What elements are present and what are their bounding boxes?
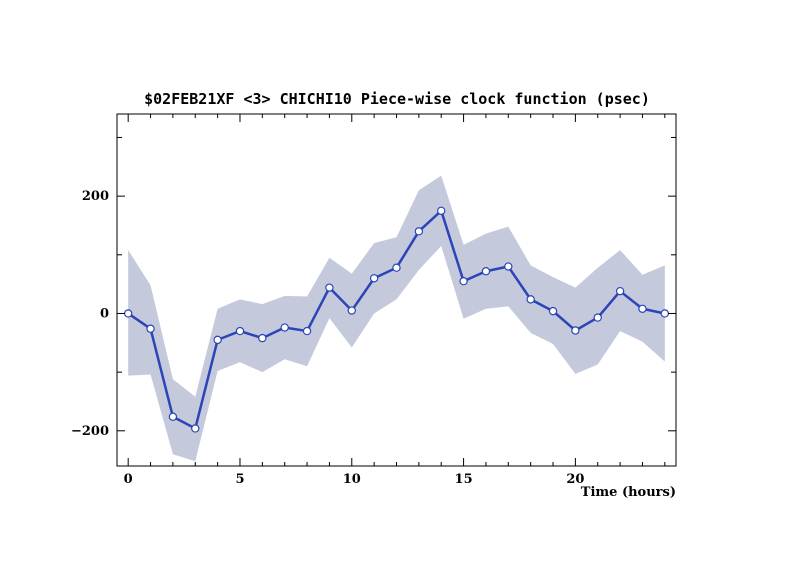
data-point [258, 333, 267, 343]
data-point [302, 326, 312, 336]
data-point [325, 283, 334, 292]
data-point [437, 206, 446, 215]
y-tick-label: −200 [71, 424, 109, 439]
chart-title: $02FEB21XF <3> CHICHI10 Piece-wise clock… [144, 90, 650, 108]
y-tick-label: 0 [100, 306, 109, 321]
x-axis-label: Time (hours) [581, 485, 676, 500]
data-point [548, 306, 558, 316]
data-point [481, 267, 491, 276]
y-tick-label: 200 [82, 189, 109, 204]
data-point [369, 274, 379, 283]
axis-ticks: 0 5 10 15 20 −200 0 200 [71, 114, 676, 487]
data-point [123, 309, 133, 318]
data-point [660, 309, 670, 318]
uncertainty-band [128, 175, 665, 462]
data-point [235, 326, 245, 336]
x-tick-label: 15 [455, 472, 473, 487]
data-point [504, 262, 513, 271]
data-point [392, 263, 401, 272]
data-point [615, 286, 625, 296]
data-point [347, 306, 356, 315]
x-tick-label: 5 [235, 472, 244, 487]
plot-area [123, 175, 670, 462]
data-point [526, 295, 535, 304]
data-point [146, 324, 155, 333]
data-point [168, 412, 178, 421]
data-point [414, 227, 424, 236]
data-point [571, 326, 580, 335]
data-point [459, 277, 468, 286]
x-tick-label: 10 [343, 472, 361, 487]
data-point [191, 424, 200, 433]
data-point [213, 335, 222, 345]
data-point [593, 313, 602, 322]
data-point [638, 304, 647, 313]
data-point [280, 323, 289, 332]
x-tick-label: 0 [124, 472, 133, 487]
x-tick-label: 20 [566, 472, 584, 487]
